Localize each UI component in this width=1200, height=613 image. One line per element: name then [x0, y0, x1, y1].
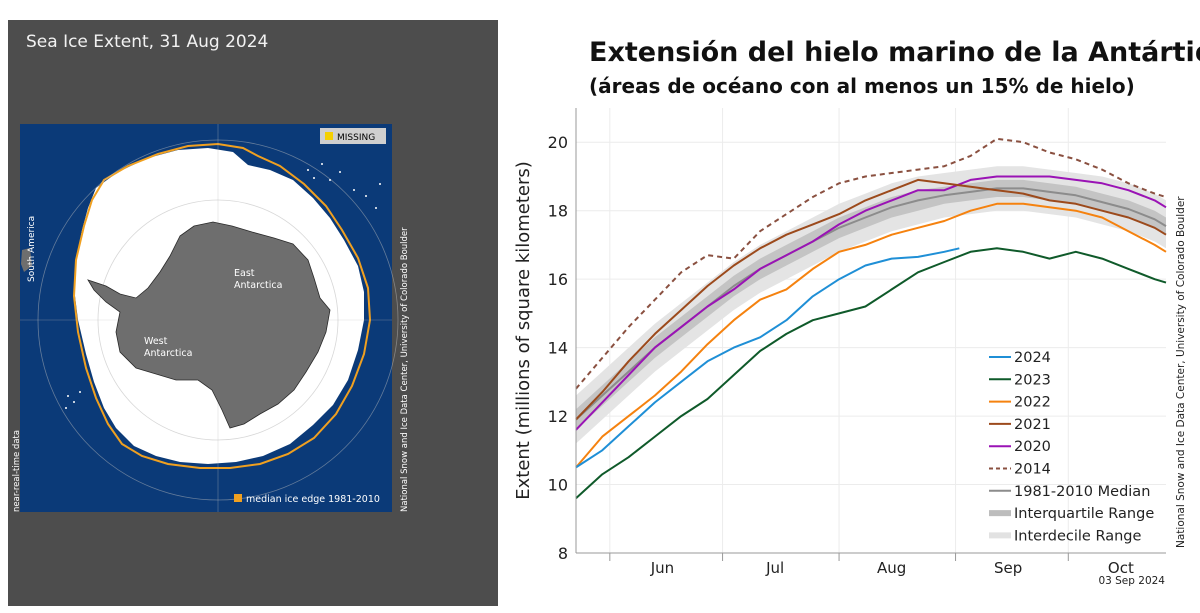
legend-label-2021: 2021	[1014, 417, 1051, 433]
y-tick-label-10: 10	[548, 476, 568, 495]
series-line-2014	[575, 137, 1167, 390]
median-edge-legend-label: median ice edge 1981-2010	[246, 494, 380, 505]
legend-label-interdecile-range: Interdecile Range	[1014, 528, 1141, 544]
interquartile-range-band	[576, 179, 1166, 430]
legend-label-2022: 2022	[1014, 395, 1051, 411]
y-tick-label-18: 18	[548, 202, 568, 221]
sea-ice-extent-chart: Extensión del hielo marino de la Antárti…	[513, 37, 1200, 587]
missing-swatch	[325, 132, 333, 140]
x-tick-label-sep: Sep	[994, 559, 1022, 577]
series-line-2024	[575, 247, 960, 469]
missing-label: MISSING	[337, 133, 375, 143]
series-line-2023	[575, 247, 1167, 499]
scattered-ice-dots	[65, 163, 381, 409]
chart-title: Extensión del hielo marino de la Antárti…	[589, 37, 1200, 68]
median-ice-edge-line	[72, 142, 372, 469]
y-tick-label-8: 8	[558, 544, 568, 563]
x-tick-label-jul: Jul	[765, 559, 784, 577]
chart-date-label: 03 Sep 2024	[1098, 575, 1165, 587]
antarctica-land	[87, 221, 331, 429]
y-tick-label-20: 20	[548, 133, 568, 152]
map-side-credit: National Snow and Ice Data Center, Unive…	[400, 227, 410, 512]
x-tick-label-aug: Aug	[877, 559, 906, 577]
chart-subtitle: (áreas de océano con al menos un 15% de …	[589, 74, 1135, 98]
sea-ice-map: MISSING median ice edge 1981-2010 East A…	[12, 124, 410, 512]
map-title: Sea Ice Extent, 31 Aug 2024	[26, 32, 269, 52]
south-america-land	[21, 248, 32, 272]
east-antarctica-line-2: Antarctica	[234, 280, 282, 291]
x-tick-label-jun: Jun	[650, 559, 674, 577]
median-edge-swatch	[234, 494, 242, 502]
y-tick-label-16: 16	[548, 270, 568, 289]
legend-label-2024: 2024	[1014, 350, 1051, 366]
east-antarctica-label: East Antarctica	[234, 268, 282, 291]
series-line-2020	[575, 175, 1167, 431]
legend-label-2020: 2020	[1014, 439, 1051, 455]
near-real-time-label: near-real-time data	[12, 430, 22, 512]
y-axis-label: Extent (millions of square kilometers)	[513, 161, 534, 500]
x-tick-label-oct: Oct	[1108, 559, 1134, 577]
sea-ice-map-panel: Sea Ice Extent, 31 Aug 2024 MISSING	[8, 20, 498, 606]
legend-label-interquartile-range: Interquartile Range	[1014, 506, 1154, 522]
series-line-2021	[575, 178, 1167, 421]
legend-label-2023: 2023	[1014, 372, 1051, 388]
plot-area: 8 10 12 14 16 18 20 Jun Jul Aug Sep Oct Extent (mill…	[513, 108, 1187, 587]
legend-label-1981-2010-median: 1981-2010 Median	[1014, 484, 1150, 500]
west-antarctica-line-1: West	[144, 336, 168, 347]
west-antarctica-line-2: Antarctica	[144, 348, 192, 359]
legend-label-2014: 2014	[1014, 462, 1051, 478]
south-america-label: South America	[27, 216, 37, 282]
missing-legend-box	[320, 128, 386, 144]
east-antarctica-line-1: East	[234, 268, 255, 279]
series-line-2022	[575, 202, 1167, 469]
y-tick-label-14: 14	[548, 339, 568, 358]
y-tick-label-12: 12	[548, 407, 568, 426]
chart-side-credit: National Snow and Ice Data Center, Unive…	[1175, 196, 1187, 548]
west-antarctica-label: West Antarctica	[144, 336, 192, 359]
